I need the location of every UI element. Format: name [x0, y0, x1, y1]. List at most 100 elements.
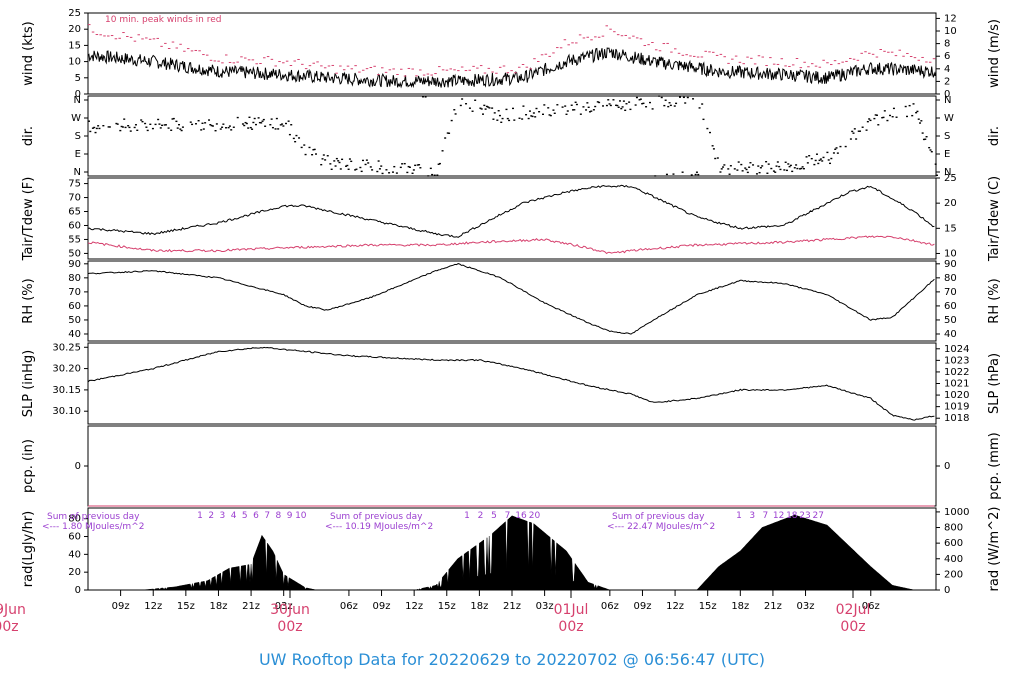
panel-frame-wind [87, 12, 937, 95]
right-tick-label-dir: S [944, 131, 950, 142]
right-tick-label-slp: 1024 [944, 344, 969, 355]
uv-index-label: 18 [786, 511, 798, 521]
right-tick-label-temp: 20 [944, 198, 957, 209]
daily-sum-label: Sum of previous day [612, 512, 705, 522]
x-hour-label: 09z [373, 601, 391, 612]
right-tick-label-rad: 0 [944, 585, 950, 596]
daily-sum-value: <--- 10.19 MJoules/m^2 [325, 522, 433, 532]
x-hour-label: 09z [633, 601, 651, 612]
left-tick-label-wind: 25 [68, 8, 81, 19]
left-tick-label-dir: N [74, 167, 81, 178]
left-tick-label-rh: 60 [68, 301, 81, 312]
x-hour-label: 18z [470, 601, 488, 612]
uv-index-label: 5 [491, 511, 497, 521]
panel-frame-slp [87, 342, 937, 425]
series-line-temp-Tdew [87, 235, 935, 255]
right-tick-label-dir: E [944, 149, 950, 160]
right-tick-label-dir: W [944, 113, 954, 124]
uv-index-label: 7 [763, 511, 769, 521]
left-tick-label-dir: E [75, 149, 81, 160]
right-axis-label-dir: dir. [987, 126, 1002, 146]
x-hour-label: 12z [144, 601, 162, 612]
right-axis-label-rad: rad (W/m^2) [987, 507, 1002, 592]
left-axis-label-wind: wind (kts) [21, 21, 36, 85]
daily-sum-value: <--- 22.47 MJoules/m^2 [607, 522, 715, 532]
uv-index-label: 20 [529, 511, 541, 521]
left-tick-label-temp: 60 [68, 220, 81, 231]
right-tick-label-slp: 1019 [944, 402, 969, 413]
x-date-hour-label: 00z [840, 619, 865, 635]
left-tick-label-slp: 30.15 [52, 385, 81, 396]
left-tick-label-rh: 70 [68, 287, 81, 298]
x-hour-label: 21z [764, 601, 782, 612]
left-tick-label-dir: N [74, 95, 81, 106]
right-axis-label-slp: SLP (hPa) [987, 353, 1002, 414]
x-hour-label: 03z [797, 601, 815, 612]
series-line-temp-Tair [87, 184, 935, 238]
left-tick-label-slp: 30.25 [52, 342, 81, 353]
uv-index-label: 7 [505, 511, 511, 521]
right-tick-label-rad: 200 [944, 569, 963, 580]
x-hour-label: 18z [731, 601, 749, 612]
uv-index-label: 23 [799, 511, 810, 521]
series-line-slp-SLP [87, 346, 935, 421]
right-tick-label-temp: 10 [944, 248, 957, 259]
left-tick-label-temp: 75 [68, 179, 81, 190]
x-hour-label: 06z [340, 601, 358, 612]
right-tick-label-rh: 40 [944, 329, 957, 340]
right-tick-label-rh: 80 [944, 273, 957, 284]
x-hour-label: 06z [862, 601, 880, 612]
left-tick-label-pcp: 0 [75, 461, 81, 472]
right-tick-label-slp: 1018 [944, 413, 969, 424]
x-date-label: 02Jul [836, 602, 871, 618]
left-axis-label-dir: dir. [21, 126, 36, 146]
radiation-area-day1 [142, 534, 317, 591]
right-tick-label-temp: 15 [944, 223, 957, 234]
left-tick-label-dir: W [71, 113, 81, 124]
x-date-hour-label: 00z [0, 619, 19, 635]
left-tick-label-temp: 70 [68, 193, 81, 204]
x-hour-label: 18z [209, 601, 227, 612]
x-hour-label: 12z [405, 601, 423, 612]
right-axis-label-rh: RH (%) [987, 278, 1002, 323]
left-tick-label-wind: 15 [68, 40, 81, 51]
x-date-hour-label: 00z [558, 619, 583, 635]
x-hour-label: 09z [112, 601, 130, 612]
left-axis-label-temp: Tair/Tdew (F) [21, 177, 36, 262]
right-tick-label-rh: 60 [944, 301, 957, 312]
radiation-area-day3 [696, 514, 915, 591]
right-tick-label-slp: 1020 [944, 390, 969, 401]
x-hour-label: 15z [699, 601, 717, 612]
daily-sum-label: Sum of previous day [47, 512, 140, 522]
x-hour-label: 03z [536, 601, 554, 612]
series-line-rh-RH [87, 263, 935, 335]
x-date-label: 30Jun [270, 602, 310, 618]
uv-index-label: 4 [231, 511, 237, 521]
uv-index-label: 10 [295, 511, 307, 521]
left-tick-label-rh: 80 [68, 273, 81, 284]
panel-frame-temp [87, 177, 937, 260]
x-date-label: 29Jun [0, 602, 26, 618]
right-tick-label-rad: 1000 [944, 507, 969, 518]
right-tick-label-rh: 90 [944, 259, 957, 270]
left-tick-label-wind: 0 [75, 89, 81, 100]
right-tick-label-rad: 600 [944, 538, 963, 549]
daily-sum-value: <--- 1.80 MJoules/m^2 [42, 522, 144, 532]
uv-index-label: 1 [197, 511, 203, 521]
left-tick-label-rh: 50 [68, 315, 81, 326]
left-tick-label-rad: 80 [68, 514, 81, 525]
right-tick-label-rad: 800 [944, 523, 963, 534]
uv-index-label: 27 [812, 511, 823, 521]
right-tick-label-rh: 50 [944, 315, 957, 326]
right-tick-label-rh: 70 [944, 287, 957, 298]
uv-index-label: 12 [773, 511, 784, 521]
uv-index-label: 5 [242, 511, 248, 521]
peak-wind-annotation: 10 min. peak winds in red [105, 15, 222, 25]
uv-index-label: 3 [749, 511, 755, 521]
x-hour-label: 21z [242, 601, 260, 612]
left-tick-label-wind: 10 [68, 57, 81, 68]
left-axis-label-slp: SLP (inHg) [21, 350, 36, 418]
left-axis-label-pcp: pcp. (in) [21, 439, 36, 493]
chart-title: UW Rooftop Data for 20220629 to 20220702… [259, 650, 765, 669]
